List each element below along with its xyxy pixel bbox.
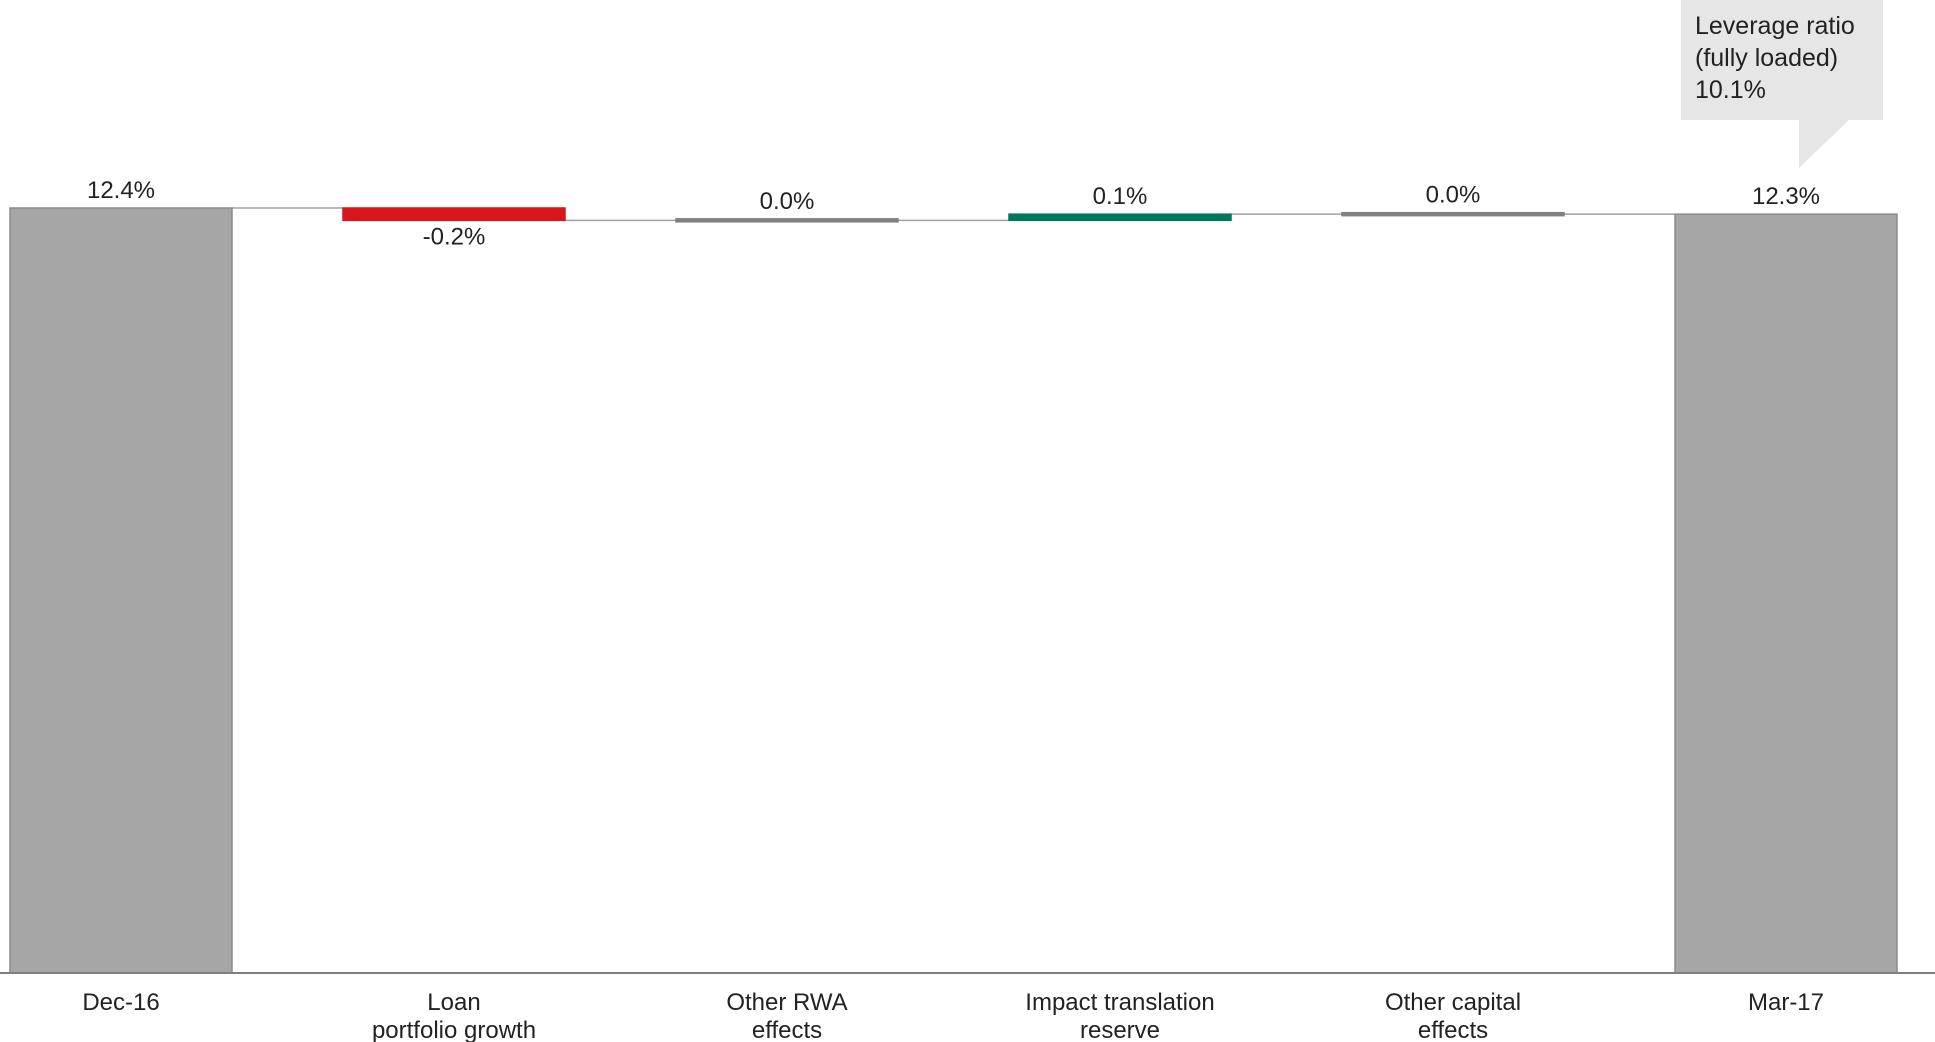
leverage-ratio-callout: Leverage ratio (fully loaded) 10.1%	[1681, 0, 1883, 168]
value-label-4: 0.0%	[1426, 182, 1481, 209]
bar-4	[1341, 211, 1565, 217]
category-label-0: Dec-16	[82, 989, 159, 1016]
value-label-2: 0.0%	[760, 188, 815, 215]
bar-0	[9, 207, 233, 974]
value-label-1: -0.2%	[423, 223, 486, 250]
callout-text: Leverage ratio (fully loaded) 10.1%	[1695, 12, 1855, 104]
category-label-4: Other capital effects	[1385, 989, 1521, 1042]
category-label-5: Mar-17	[1748, 989, 1824, 1016]
bar-3	[1008, 213, 1232, 222]
value-label-0: 12.4%	[87, 177, 155, 204]
value-labels-group: 12.4% -0.2% 0.0% 0.1% 0.0% 12.3%	[87, 177, 1820, 250]
category-label-2: Other RWA effects	[726, 989, 847, 1042]
category-label-1: Loan portfolio growth	[372, 989, 536, 1042]
value-label-3: 0.1%	[1093, 183, 1148, 210]
callout-box	[1681, 0, 1883, 168]
bar-1	[342, 207, 566, 222]
bars-group	[9, 207, 1898, 974]
value-label-5: 12.3%	[1752, 183, 1820, 210]
connector-lines	[232, 207, 1675, 222]
bar-5	[1674, 213, 1898, 974]
category-label-3: Impact translation reserve	[1025, 989, 1214, 1042]
category-labels-group: Dec-16 Loan portfolio growth Other RWA effec…	[82, 989, 1824, 1042]
bar-2	[675, 218, 899, 223]
